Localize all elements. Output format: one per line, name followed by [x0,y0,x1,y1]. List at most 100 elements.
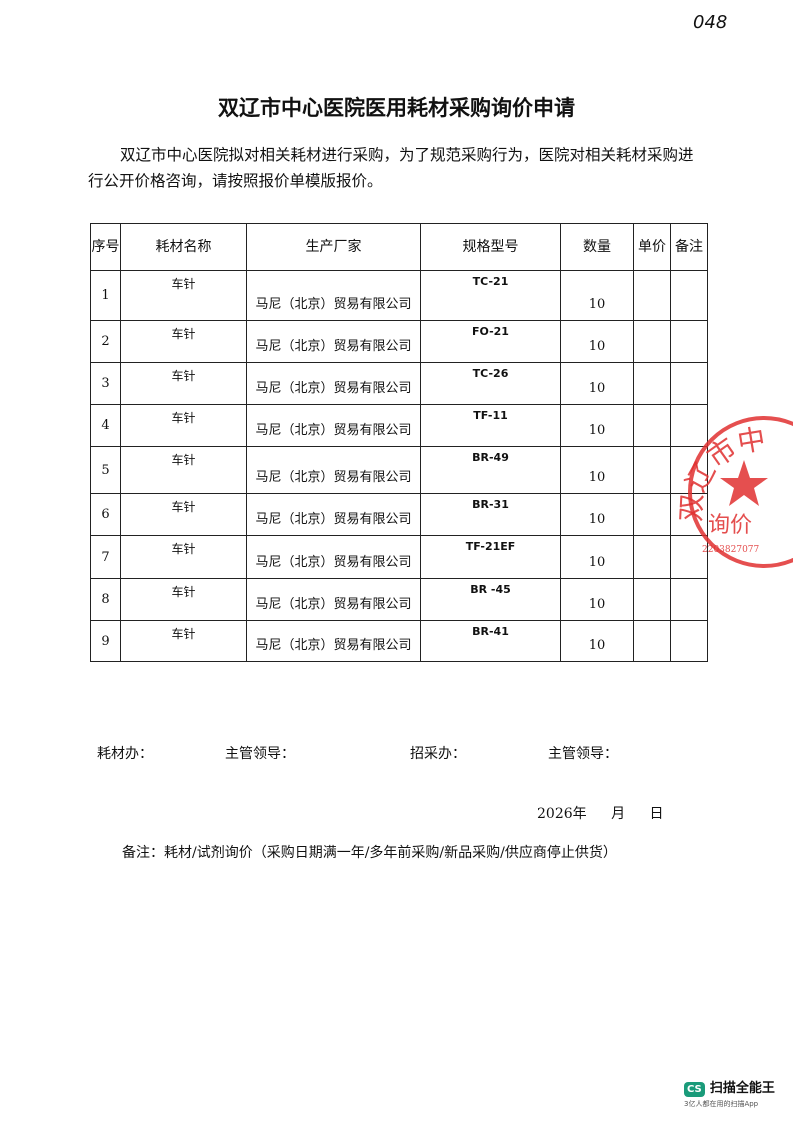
price-cell [633,493,671,536]
qty: 10 [588,512,606,527]
spec-cell: BR-41 [420,620,561,662]
title: 双辽市中心医院医用耗材采购询价申请 [218,95,575,120]
price-cell [633,578,671,621]
spec-cell: BR-31 [420,493,561,536]
qty-cell: 10 [560,270,634,321]
qty: 10 [588,297,606,312]
date: 2026年 月 日 [537,803,664,823]
qty: 10 [588,381,606,396]
table-row: 3 车针 马尼（北京）贸易有限公司 TC-26 10 [90,362,708,405]
maker-cell: 马尼（北京）贸易有限公司 [246,362,421,405]
spec: BR-41 [472,625,509,638]
note: 备注：耗材/试剂询价（采购日期满一年/多年前采购/新品采购/供应商停止供货） [122,845,617,861]
qty-cell: 10 [560,446,634,494]
maker-cell: 马尼（北京）贸易有限公司 [246,535,421,579]
spec-cell: BR -45 [420,578,561,621]
price-cell [633,362,671,405]
item-name: 车针 [171,327,196,341]
year-unit: 年 [572,806,587,822]
qty-cell: 10 [560,320,634,363]
item-name-cell: 车针 [120,620,247,662]
spec-cell: TC-21 [420,270,561,321]
row-number: 4 [90,404,121,447]
watermark: CS 扫描全能王 3亿人都在用的扫描App [684,1077,775,1109]
intro: 双辽市中心医院拟对相关耗材进行采购，为了规范采购行为，医院对相关耗材采购进行公开… [88,146,694,190]
qty: 10 [588,555,606,570]
item-name: 车针 [171,453,196,467]
qty: 10 [588,597,606,612]
qty: 10 [588,638,606,653]
price-cell [633,446,671,494]
header-cell: 备注 [670,223,708,271]
stamp-bottom: 询价 [708,513,752,538]
logo: CS [684,1082,705,1097]
item-name-cell: 车针 [120,446,247,494]
maker: 马尼（北京）贸易有限公司 [255,381,412,396]
qty-cell: 10 [560,362,634,405]
row-number: 6 [90,493,121,536]
day-unit: 日 [649,806,664,822]
spec: TF-11 [473,409,508,422]
quote-table: 序号 耗材名称 生产厂家 规格型号 数量 单价 备注 1 车针 马尼（北京）贸易有限公司 TC-2… [90,223,708,662]
maker-cell: 马尼（北京）贸易有限公司 [246,493,421,536]
row-number: 5 [90,446,121,494]
qty-cell: 10 [560,493,634,536]
table-row: 4 车针马尼（北京）贸易有限公司 TF-11 10 [90,404,708,447]
price-cell [633,620,671,662]
qty-cell: 10 [560,404,634,447]
remark-cell [670,320,708,363]
maker: 马尼（北京）贸易有限公司 [255,339,412,354]
price-cell [633,535,671,579]
item-name: 车针 [171,542,196,556]
table-row: 7 车针 马尼（北京）贸易有限公司 TF-21EF 10 [90,535,708,579]
maker: 马尼（北京）贸易有限公司 [255,555,412,570]
remark-cell [670,270,708,321]
table-row: 8 车针 马尼（北京）贸易有限公司 BR -45 10 [90,578,708,621]
remark-cell [670,578,708,621]
qty: 10 [588,470,606,485]
maker-cell: 马尼（北京）贸易有限公司 [246,446,421,494]
spec: TF-21EF [465,540,516,553]
maker: 马尼（北京）贸易有限公司 [255,297,412,312]
price-cell [633,270,671,321]
row-number: 2 [90,320,121,363]
item-name-cell: 车针 [120,320,247,363]
header-cell: 耗材名称 [120,223,247,271]
row-number: 3 [90,362,121,405]
maker: 马尼（北京）贸易有限公司 [255,512,412,527]
item-name: 车针 [171,627,196,641]
year: 2026 [537,806,573,822]
item-name-cell: 车针 [120,535,247,579]
item-name: 车针 [171,277,196,291]
remark-cell [670,620,708,662]
signature-label: 耗材办： [97,746,153,762]
maker: 马尼（北京）贸易有限公司 [255,597,412,612]
row-number: 9 [90,620,121,662]
remark-cell [670,404,708,447]
spec: TC-26 [472,367,509,380]
signature-label: 招采办： [410,746,466,762]
qty-cell: 10 [560,535,634,579]
remark-cell [670,362,708,405]
table-row: 1 车针 马尼（北京）贸易有限公司 TC-21 10 [90,270,708,321]
signature-label: 主管领导： [548,746,618,762]
app-name: 扫描全能王 [709,1081,775,1096]
table-row: 5 车针 马尼（北京）贸易有限公司 BR-49 10 [90,446,708,494]
qty: 10 [588,423,606,438]
slogan: 3亿人都在用的扫描App [684,1100,759,1108]
stamp: 双辽市中 询价 2203827077 [674,416,793,568]
item-name: 车针 [171,585,196,599]
header-cell: 数量 [560,223,634,271]
spec: BR -45 [470,583,511,596]
month-unit: 月 [611,806,626,822]
qty-cell: 10 [560,578,634,621]
item-name: 车针 [171,411,196,425]
stamp-code: 2203827077 [702,545,760,555]
maker-cell: 马尼（北京）贸易有限公司 [246,320,421,363]
item-name-cell: 车针 [120,362,247,405]
table-row: 2 车针 马尼（北京）贸易有限公司 FO-21 10 [90,320,708,363]
item-name-cell: 车针 [120,404,247,447]
table-row: 6 车针 马尼（北京）贸易有限公司 BR-31 10 [90,493,708,536]
page-number: 048 [693,12,728,33]
maker: 马尼（北京）贸易有限公司 [255,423,412,438]
